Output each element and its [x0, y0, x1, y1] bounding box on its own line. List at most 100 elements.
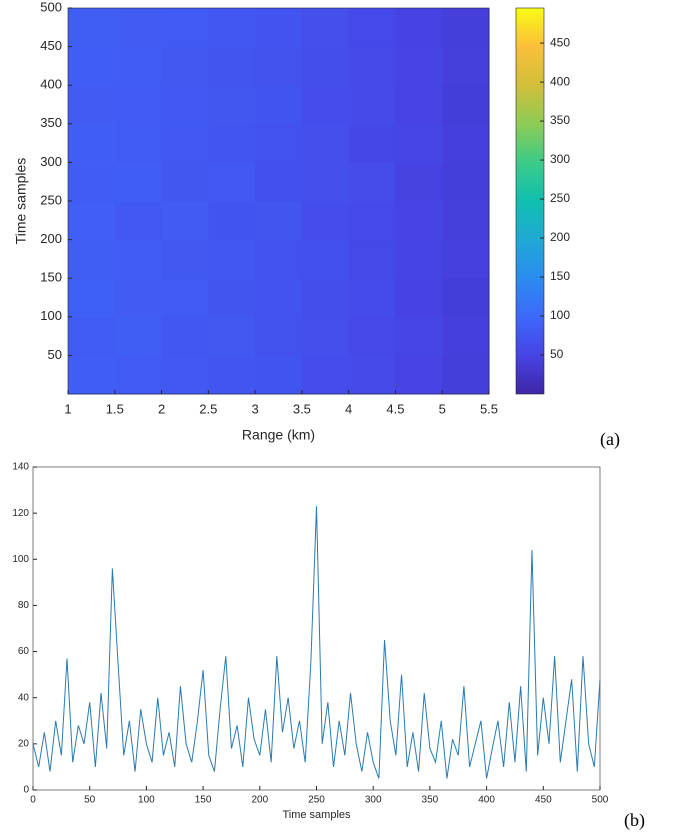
heat-cell	[68, 85, 116, 125]
heat-cell	[161, 162, 209, 202]
heat-cell	[255, 201, 303, 241]
heat-cell	[114, 278, 163, 318]
colorbar-tick-label: 450	[550, 35, 570, 49]
colorbar-tick-label: 250	[550, 191, 570, 205]
heat-cell	[348, 123, 396, 163]
heat-cell	[348, 201, 396, 241]
heat-cell	[68, 316, 116, 356]
heat-cell	[114, 46, 163, 86]
heat-cell	[161, 239, 209, 279]
heat-cell	[395, 355, 443, 395]
heat-cell	[442, 355, 490, 395]
colorbar	[515, 7, 545, 395]
heat-cell	[208, 123, 256, 163]
y-tick-label: 200	[40, 231, 62, 246]
y-tick-label: 20	[18, 738, 30, 749]
heat-cell	[301, 355, 350, 395]
heat-cell	[348, 46, 396, 86]
y-tick-label: 250	[40, 192, 62, 207]
heat-cell	[255, 316, 303, 356]
y-tick-label: 350	[40, 115, 62, 130]
heat-cell	[301, 239, 350, 279]
heat-cell	[255, 8, 303, 48]
heat-cell	[442, 8, 490, 48]
heat-cell	[255, 278, 303, 318]
heat-cell	[442, 316, 490, 356]
heat-cell	[255, 239, 303, 279]
heat-cell	[161, 85, 209, 125]
heat-cell	[161, 278, 209, 318]
colorbar-tick-label: 300	[550, 152, 570, 166]
heat-cell	[208, 355, 256, 395]
heat-cell	[114, 316, 163, 356]
y-tick-label: 100	[12, 554, 29, 565]
heat-cell	[301, 123, 350, 163]
x-tick-label: 2.5	[199, 401, 217, 416]
heat-cell	[442, 239, 490, 279]
heat-cell	[348, 278, 396, 318]
panel-label: (b)	[624, 810, 645, 831]
heat-cell	[161, 46, 209, 86]
heat-cell	[114, 162, 163, 202]
colorbar-tick-label: 400	[550, 74, 570, 88]
heat-cell	[68, 278, 116, 318]
heat-cell	[68, 46, 116, 86]
heat-cell	[442, 123, 490, 163]
heat-cell	[114, 201, 163, 241]
x-tick-label: 3	[251, 401, 258, 416]
y-tick-label: 150	[40, 270, 62, 285]
heat-cell	[395, 8, 443, 48]
heat-cell	[161, 201, 209, 241]
heat-cell	[68, 355, 116, 395]
heat-cell	[161, 355, 209, 395]
heat-cell	[208, 239, 256, 279]
y-tick-label: 80	[18, 600, 30, 611]
x-axis-label: Time samples	[282, 809, 351, 821]
heat-cell	[442, 162, 490, 202]
x-tick-label: 500	[592, 795, 609, 806]
heat-cell	[348, 85, 396, 125]
data-line	[32, 506, 601, 779]
x-tick-label: 5.5	[480, 401, 498, 416]
x-tick-label: 400	[478, 795, 495, 806]
x-tick-label: 250	[308, 795, 325, 806]
heat-cell	[208, 278, 256, 318]
heat-cell	[348, 162, 396, 202]
heat-cell	[255, 355, 303, 395]
heat-cell	[301, 46, 350, 86]
x-tick-label: 1.5	[106, 401, 124, 416]
heat-cell	[442, 85, 490, 125]
heat-cell	[395, 316, 443, 356]
heat-cell	[255, 162, 303, 202]
heat-cell	[301, 8, 350, 48]
heat-cell	[208, 8, 256, 48]
heat-cell	[395, 239, 443, 279]
colorbar-tick-label: 150	[550, 269, 570, 283]
heat-cell	[114, 85, 163, 125]
heat-cell	[68, 239, 116, 279]
y-tick-label: 0	[23, 785, 29, 796]
heat-cell	[348, 239, 396, 279]
x-tick-label: 50	[84, 795, 96, 806]
x-tick-label: 100	[138, 795, 155, 806]
x-tick-label: 1	[64, 401, 71, 416]
y-tick-label: 100	[40, 308, 62, 323]
x-tick-label: 450	[535, 795, 552, 806]
x-tick-label: 3.5	[293, 401, 311, 416]
panel-label: (a)	[600, 429, 620, 450]
y-tick-label: 120	[12, 508, 29, 519]
heat-cell	[301, 162, 350, 202]
x-tick-label: 5	[439, 401, 446, 416]
heat-cell	[208, 316, 256, 356]
heat-cell	[255, 46, 303, 86]
heat-cell	[395, 46, 443, 86]
y-tick-label: 60	[18, 646, 30, 657]
heat-cell	[208, 85, 256, 125]
x-tick-label: 150	[195, 795, 212, 806]
colorbar-tick-label: 50	[550, 347, 564, 361]
heat-cell	[395, 278, 443, 318]
heat-cell	[161, 123, 209, 163]
heat-cell	[68, 162, 116, 202]
heat-cell	[395, 123, 443, 163]
heat-cell	[442, 46, 490, 86]
